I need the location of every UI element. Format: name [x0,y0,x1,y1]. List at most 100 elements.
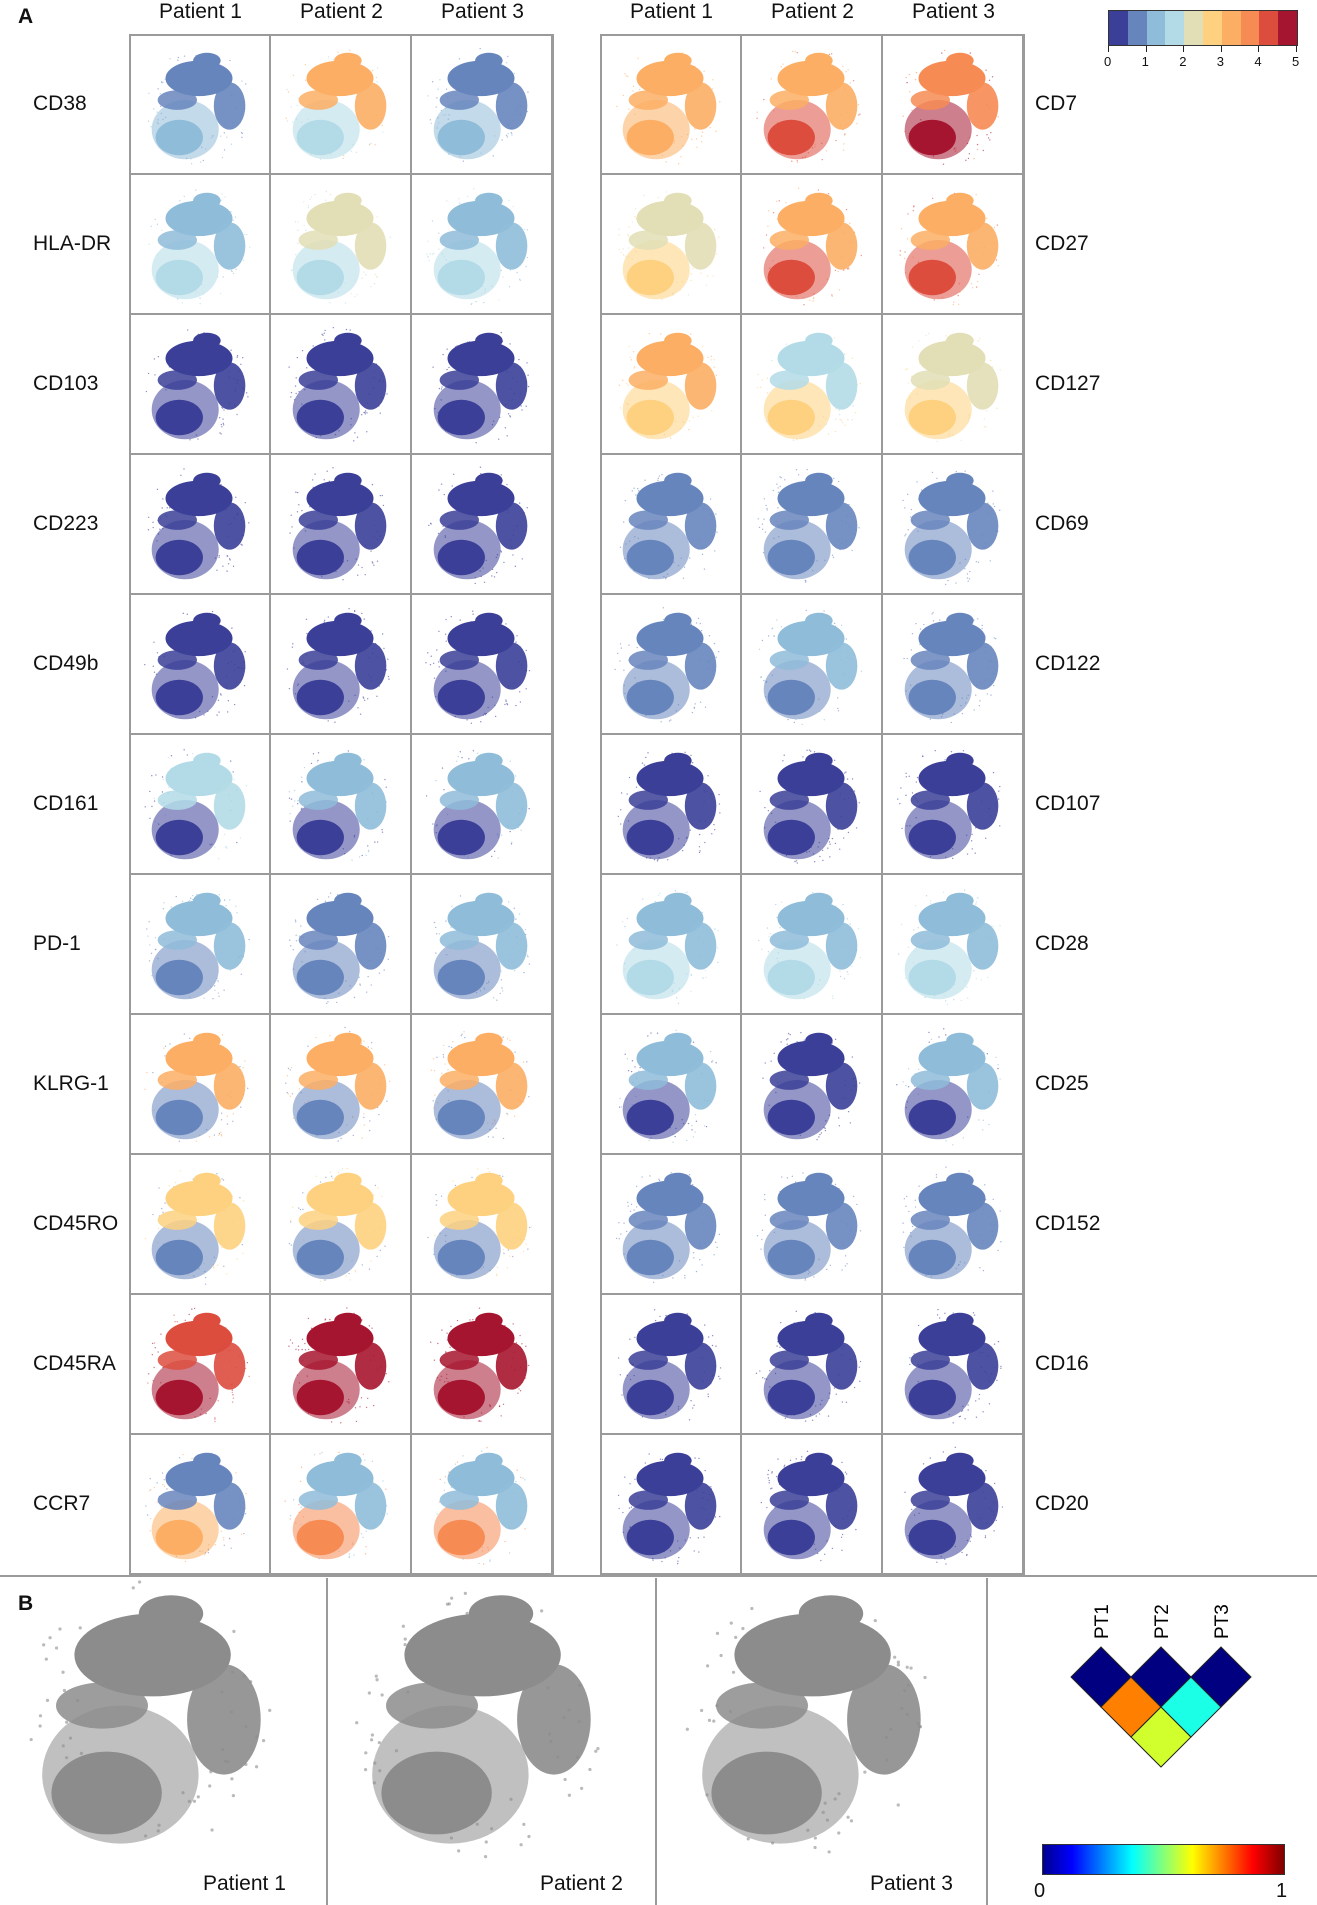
cell-dot [667,859,669,861]
cell-dot [945,1000,947,1002]
cell-dot [381,1195,383,1198]
cell-dot [967,580,969,582]
cell-dot [772,212,775,214]
upper-cluster [777,60,845,97]
cell-dot [285,117,287,119]
tsne-plot-cd152-patient-3 [882,1154,1023,1294]
cell-dot [348,1555,350,1558]
cell-dot [306,367,308,369]
cell-dot [620,809,622,811]
top-cluster [664,612,692,629]
cell-dot [284,1500,286,1502]
cell-dot [346,1307,348,1309]
cell-dot [472,188,475,190]
cell-dot [779,476,781,478]
cell-dot [975,194,977,196]
cell-dot [472,750,475,752]
cell-dot [474,582,476,585]
cell-dot [834,269,837,272]
cell-dot [845,1401,848,1403]
cell-dot [906,493,909,496]
cell-dot [307,206,309,209]
cell-dot [852,1195,855,1198]
column-header: Patient 2 [771,0,854,23]
cell-dot [937,1308,939,1311]
cell-dot [508,199,510,202]
cell-dot [973,1314,976,1316]
tsne-plot-klrg-1-patient-1 [129,1014,270,1154]
cell-dot [626,793,628,795]
cell-dot [364,411,366,414]
cell-dot [912,346,914,348]
cell-dot [526,362,528,364]
cell-dot [216,1264,219,1266]
cell-dot [342,579,344,581]
cell-dot [990,694,992,696]
cell-dot [763,1193,766,1196]
cell-dot [975,977,978,980]
cell-dot [527,385,530,388]
tsne-plot-cd122-patient-3 [882,594,1023,734]
cell-dot [813,296,815,299]
middle-cluster [910,90,951,110]
cell-dot [361,1264,363,1266]
cell-dot [149,1530,152,1532]
cell-dot [512,1323,514,1325]
cell-dot [448,1471,450,1473]
cell-dot [993,637,995,639]
middle-cluster [439,1210,480,1230]
cell-dot [665,578,667,580]
cell-dot [718,1233,721,1236]
cell-dot [831,995,834,997]
top-cluster [664,472,692,489]
lower-cluster [767,679,815,716]
cell-dot [286,88,288,91]
cell-dot [217,979,219,982]
cell-dot [942,163,945,165]
cell-dot [692,1136,695,1138]
cell-dot [152,665,155,667]
cell-dot [356,293,358,296]
cell-dot [145,390,148,393]
cell-dot [157,1227,160,1230]
cell-dot [513,907,515,910]
cell-dot [316,761,318,763]
cell-dot [328,896,330,898]
cell-dot [697,1537,699,1539]
cell-dot [438,666,440,668]
cell-dot [364,573,366,576]
lower-cluster [437,1519,485,1556]
cell-dot [787,1038,789,1040]
cell-dot [292,1499,295,1501]
cell-dot [373,282,376,285]
cell-dot [802,756,804,758]
cell-dot [776,483,778,485]
cell-dot [441,386,443,388]
cell-dot [718,793,720,796]
cell-dot [232,1397,235,1399]
cell-dot [479,466,482,468]
lower-cluster [155,539,203,576]
cell-dot [971,833,973,836]
right-cluster [495,782,528,830]
cell-dot [704,841,706,844]
cell-dot [359,984,361,986]
cell-dot [519,1390,522,1392]
cell-dot [698,1457,700,1460]
cell-dot [371,561,373,563]
cell-dot [451,905,453,907]
lower-cluster [155,259,203,296]
cell-dot [523,971,525,974]
middle-cluster [910,370,951,390]
cell-dot [638,88,641,91]
cell-dot [230,349,232,351]
cell-dot [294,221,297,223]
cell-dot [856,1203,858,1206]
cell-dot [456,1319,459,1322]
cell-dot [514,775,517,777]
cell-dot [770,1060,772,1062]
cell-dot [442,525,444,527]
upper-cluster [447,340,515,377]
cell-dot [435,106,437,108]
cell-dot [144,663,146,666]
